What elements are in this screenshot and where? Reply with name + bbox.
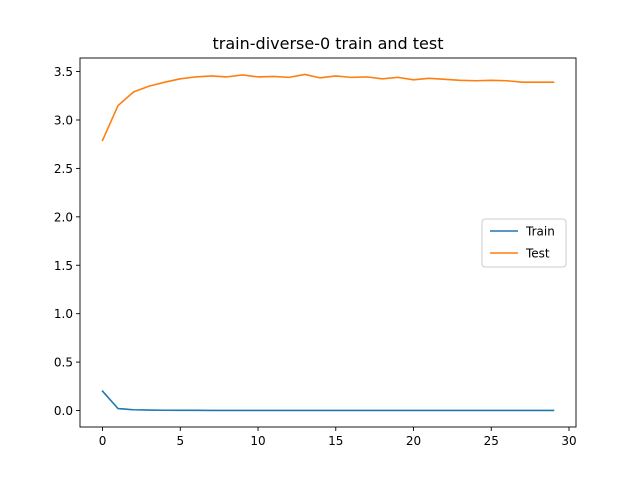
y-tick-label: 2.5 — [54, 162, 73, 176]
chart-title: train-diverse-0 train and test — [213, 34, 444, 53]
legend-label-train: Train — [525, 225, 555, 239]
x-tick-label: 30 — [561, 434, 576, 448]
x-tick-label: 25 — [484, 434, 499, 448]
legend: Train Test — [481, 218, 567, 268]
y-tick-label: 0.5 — [54, 356, 73, 370]
x-tick-label: 20 — [406, 434, 421, 448]
axes: 0 5 10 15 20 25 30 0.0 0.5 1.0 1.5 2.0 2.5 3.0 3.5 — [54, 57, 577, 448]
series-line-test — [101, 73, 555, 142]
x-tick-label: 5 — [176, 434, 184, 448]
plot-frame — [79, 57, 577, 428]
y-tick-label: 2.0 — [54, 210, 73, 224]
plot-area — [101, 73, 555, 412]
legend-label-test: Test — [525, 247, 550, 261]
series-line-train — [101, 390, 555, 412]
x-tick-label: 0 — [99, 434, 107, 448]
y-tick-label: 1.0 — [54, 307, 73, 321]
y-tick-label: 3.5 — [54, 65, 73, 79]
y-tick-label: 3.0 — [54, 113, 73, 127]
y-tick-label: 0.0 — [54, 404, 73, 418]
x-tick-label: 15 — [328, 434, 343, 448]
y-tick-label: 1.5 — [54, 259, 73, 273]
x-tick-label: 10 — [250, 434, 265, 448]
